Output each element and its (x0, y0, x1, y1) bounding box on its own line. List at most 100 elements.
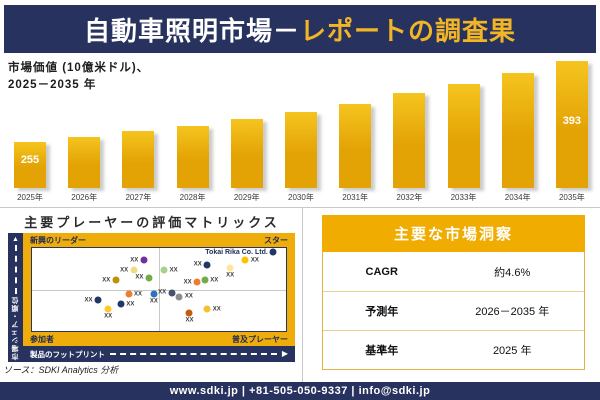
bar-column: 2029年 (230, 56, 263, 203)
bar-column: 2034年 (501, 56, 534, 203)
bar (339, 104, 372, 188)
scatter-dot: XX (117, 300, 134, 308)
bar (284, 112, 317, 188)
scatter-dot: XX (160, 266, 178, 274)
dashed-line-horizontal (110, 353, 277, 355)
scatter-dot: XX (102, 276, 120, 284)
matrix-y-axis: ▲ 市場シェア・順位 (8, 233, 23, 362)
scatter-dot: XX (185, 309, 193, 323)
row-label-cagr: CAGR (365, 265, 398, 278)
page-title-bar: 自動車照明市場－ レポートの調査果 (4, 5, 596, 53)
scatter-dot: XX (184, 278, 201, 286)
scatter-dot: XX (125, 290, 142, 298)
bar-chart-caption-line1: 市場価値 (10億米ドル)、 (8, 62, 150, 74)
footer-contact-text: www.sdki.jp | +81-505-050-9337 | info@sd… (169, 385, 431, 397)
bar-x-label: 2034年 (504, 193, 531, 202)
bar-column: 2031年 (339, 56, 372, 203)
horizontal-divider (0, 207, 600, 208)
bar-x-label: 2033年 (450, 193, 477, 202)
row-label-forecast-years: 予測年 (365, 306, 399, 318)
bar-value-label: 255 (20, 154, 40, 166)
scatter-dot-label: XX (226, 272, 235, 279)
matrix-top-band: 新興のリーダー スター (23, 233, 295, 247)
bar-chart-caption: 市場価値 (10億米ドル)、 2025－2035 年 (8, 60, 149, 95)
scatter-dot-label: XX (84, 297, 93, 304)
scatter-dot: XX (203, 305, 221, 313)
bar-column: 2028年 (176, 56, 209, 203)
quadrant-label-bottom-right: 普及プレーヤー (232, 334, 288, 344)
quadrant-label-top-left: 新興のリーダー (30, 235, 86, 245)
bar-x-label: 2032年 (396, 193, 423, 202)
scatter-dot: XX (158, 289, 176, 297)
arrow-right-icon: ▶ (281, 349, 288, 358)
bar (230, 119, 263, 188)
scatter-dot-label: XX (169, 267, 178, 274)
bar-column: 2032年 (393, 56, 426, 203)
scatter-dot: XX (241, 256, 259, 264)
bar (122, 131, 155, 188)
scatter-dot: XX (150, 290, 158, 305)
matrix-bottom-band: 参加者 普及プレーヤー (23, 332, 295, 346)
quadrant-label-bottom-left: 参加者 (30, 334, 54, 344)
bar-x-label: 2027年 (125, 193, 152, 202)
scatter-dot: XX (85, 296, 102, 304)
scatter-dot-label: XX (183, 279, 192, 286)
scatter-dot-label: XX (212, 306, 221, 313)
matrix-title: 主要プレーヤーの評価マトリックス (24, 215, 280, 230)
scatter-dot: XX (194, 261, 211, 269)
scatter-dot-label: XX (130, 257, 139, 264)
scatter-dot: Tokai Rika Co. Ltd. (205, 248, 277, 256)
scatter-dot: XX (201, 276, 218, 284)
quadrant-divider-horizontal (32, 289, 286, 291)
scatter-dot-label: XX (104, 313, 113, 320)
bar: 255 (14, 142, 46, 188)
scatter-dot-label: XX (210, 277, 219, 284)
page-title-accent: レポートの調査果 (300, 15, 517, 46)
scatter-dot-label: XX (126, 301, 135, 308)
scatter-dot-label: XX (184, 293, 193, 300)
scatter-dot-label: XX (120, 267, 129, 274)
table-row: 基準年 2025 年 (323, 330, 584, 369)
row-label-base-year: 基準年 (365, 345, 399, 357)
footer-contact-bar: www.sdki.jp | +81-505-050-9337 | info@sd… (0, 382, 600, 400)
player-evaluation-matrix: ▲ 市場シェア・順位 新興のリーダー スター XX XX XX XX XX XX XX XX X… (8, 233, 295, 362)
bar-column: 393 2035年 (555, 56, 588, 203)
market-insights-title: 主要な市場洞察 (322, 215, 585, 252)
bar-chart-caption-line2: 2025－2035 年 (8, 79, 97, 92)
bar-column: 2027年 (122, 56, 155, 203)
scatter-dot: XX (130, 256, 148, 264)
bar-value-label: 393 (562, 115, 582, 127)
table-row: CAGR 約4.6% (323, 252, 584, 291)
scatter-dot-label: XX (102, 277, 111, 284)
matrix-y-axis-label: 市場シェア・順位 (11, 296, 19, 360)
source-note: ソース：SDKI Analytics 分析 (3, 365, 119, 375)
bar (501, 73, 534, 188)
row-value-base-year: 2025 年 (492, 345, 532, 357)
scatter-dot: XX (120, 266, 138, 274)
bar-x-label: 2025年 (17, 193, 43, 202)
bar (176, 126, 209, 188)
bar-column: 255 2025年 (14, 56, 46, 203)
dashed-line-vertical (14, 245, 17, 294)
bar-column: 2030年 (284, 56, 317, 203)
bar-x-label: 2030年 (288, 193, 314, 202)
row-value-forecast-years: 2026－2035 年 (475, 306, 550, 318)
scatter-dot: XX (226, 264, 234, 278)
scatter-dot: XX (104, 305, 112, 319)
bar (393, 93, 426, 188)
bar-column: 2026年 (68, 56, 101, 203)
page-title-main: 自動車照明市場－ (83, 15, 300, 46)
bar-chart: 255 2025年 2026年 2027年 2028年 2029年 2030年 2031年 20… (14, 56, 588, 203)
bar-x-label: 2035年 (558, 193, 585, 202)
scatter-dot-label: XX (135, 274, 144, 281)
scatter-dot-label: XX (250, 257, 259, 264)
matrix-plot-area: XX XX XX XX XX XX XX XX XX XX Tokai Rika Co. Ltd. X… (31, 247, 287, 332)
scatter-dot-label: XX (193, 261, 202, 268)
bar-x-label: 2028年 (179, 193, 206, 202)
bar-x-label: 2026年 (71, 193, 98, 202)
bar: 393 (555, 61, 588, 188)
scatter-dot-label: XX (134, 291, 143, 298)
vertical-divider (302, 207, 303, 382)
matrix-x-axis: 製品のフットプリント ▶ (23, 346, 295, 362)
scatter-dot-label: XX (158, 289, 167, 296)
